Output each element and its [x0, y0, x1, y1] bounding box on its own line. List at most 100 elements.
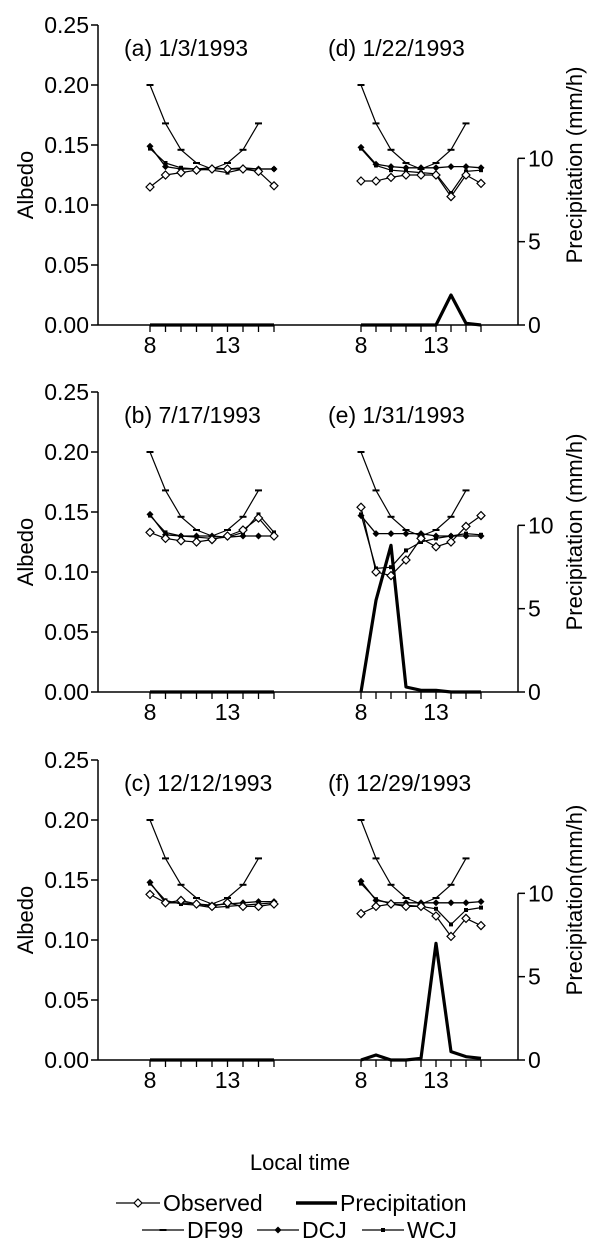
precipitation-line	[359, 543, 481, 694]
observed-marker	[222, 164, 233, 174]
observed-marker	[446, 931, 456, 942]
observed-marker	[401, 901, 411, 912]
observed-marker	[416, 901, 426, 912]
panel-title: (b) 7/17/1993	[124, 402, 261, 428]
observed-marker	[416, 170, 426, 180]
df99-line	[360, 451, 467, 537]
observed-marker	[431, 541, 441, 552]
x-tick-label: 8	[355, 699, 368, 725]
left-tick-label: 0.15	[44, 499, 89, 525]
x-tick-label: 8	[355, 332, 368, 358]
observed-marker	[371, 901, 381, 912]
legend-label-precipitation: Precipitation	[340, 1190, 467, 1216]
observed-marker	[446, 537, 456, 547]
wcj-marker	[163, 161, 168, 165]
dcj-marker	[417, 164, 425, 172]
observed-marker	[207, 164, 217, 174]
panel-title: (d) 1/22/1993	[328, 35, 465, 61]
right-tick-label: 5	[528, 596, 541, 622]
observed-marker	[446, 191, 456, 202]
subplot-right: 8 13 (e) 1/31/1993	[328, 402, 486, 725]
left-tick-label: 0.25	[44, 379, 89, 405]
legend: Observed Precipitation DF99 DCJ WCJ	[116, 1190, 467, 1240]
observed-marker	[356, 502, 366, 513]
subplot-left: 8 13 (a) 1/3/1993	[124, 35, 279, 358]
legend-label-observed: Observed	[163, 1190, 263, 1216]
dcj-marker	[447, 899, 455, 907]
series-df99	[357, 819, 470, 905]
dcj-marker	[239, 532, 247, 540]
observed-marker	[253, 166, 264, 177]
series-df99	[357, 84, 470, 170]
left-tick-label: 0.10	[44, 192, 89, 218]
observed-marker	[386, 899, 396, 909]
dcj-marker	[462, 899, 470, 907]
observed-marker	[431, 170, 441, 180]
left-tick-label: 0.25	[44, 747, 89, 773]
observed-marker	[191, 899, 202, 909]
dcj-marker	[402, 164, 410, 172]
legend-label-dcj: DCJ	[302, 1217, 347, 1240]
series-observed	[145, 513, 279, 547]
right-tick-label: 10	[528, 512, 554, 538]
y-axis-title: Albedo	[13, 518, 38, 587]
panel-row-3: 0.00 0.05 0.10 0.15 0.20 0.25 0 5 10 Albedo Precip…	[13, 747, 587, 1093]
right-tick-label: 0	[528, 312, 541, 338]
observed-marker	[238, 525, 248, 535]
series-df99	[146, 84, 262, 170]
x-tick-label: 8	[355, 1067, 368, 1093]
dcj-marker	[387, 163, 395, 171]
legend-label-df99: DF99	[187, 1217, 243, 1240]
series-df99	[357, 451, 470, 537]
observed-marker	[145, 182, 155, 192]
observed-marker	[145, 889, 155, 900]
x-tick-label: 8	[144, 699, 157, 725]
right-tick-label: 10	[528, 880, 554, 906]
series-observed	[145, 889, 279, 912]
y2-axis-title: Precipitation(mm/h)	[562, 805, 587, 996]
observed-marker	[160, 170, 171, 180]
dcj-marker	[402, 530, 410, 538]
right-tick-label: 5	[528, 964, 541, 990]
x-tick-label: 13	[215, 1067, 241, 1093]
dcj-marker	[477, 532, 485, 540]
left-tick-label: 0.15	[44, 132, 89, 158]
dcj-marker	[357, 877, 365, 885]
y-axis-title: Albedo	[13, 151, 38, 220]
observed-marker	[461, 913, 471, 924]
series-df99	[146, 819, 262, 905]
observed-marker	[401, 555, 411, 565]
series-observed	[356, 502, 486, 581]
series-observed	[145, 164, 279, 192]
dcj-marker	[432, 899, 440, 907]
observed-marker	[191, 165, 202, 176]
x-tick-label: 13	[423, 332, 449, 358]
legend-item-df99: DF99	[142, 1217, 243, 1240]
dcj-marker	[462, 163, 470, 171]
observed-marker	[253, 901, 264, 912]
right-tick-label: 10	[528, 145, 554, 171]
panel-title: (e) 1/31/1993	[328, 402, 465, 428]
legend-item-observed: Observed	[116, 1190, 263, 1216]
wcj-marker	[449, 922, 453, 927]
dcj-marker	[477, 898, 485, 906]
left-tick-label: 0.05	[44, 252, 89, 278]
precipitation-line	[361, 293, 482, 327]
panel-title: (a) 1/3/1993	[124, 35, 248, 61]
observed-marker	[386, 570, 396, 581]
left-tick-label: 0.20	[44, 439, 89, 465]
observed-marker	[207, 901, 217, 912]
df99-line	[360, 84, 467, 170]
observed-marker	[176, 535, 186, 546]
observed-marker	[461, 170, 471, 180]
wcj-marker	[404, 548, 408, 553]
y2-axis-title: Precipitation (mm/h)	[562, 434, 587, 631]
dcj-marker	[432, 532, 440, 540]
observed-marker	[176, 167, 186, 178]
observed-marker	[238, 164, 248, 174]
observed-marker	[269, 899, 279, 909]
observed-marker	[431, 911, 441, 921]
series-df99	[146, 451, 262, 537]
right-tick-label: 5	[528, 229, 541, 255]
legend-item-dcj: DCJ	[257, 1217, 347, 1240]
